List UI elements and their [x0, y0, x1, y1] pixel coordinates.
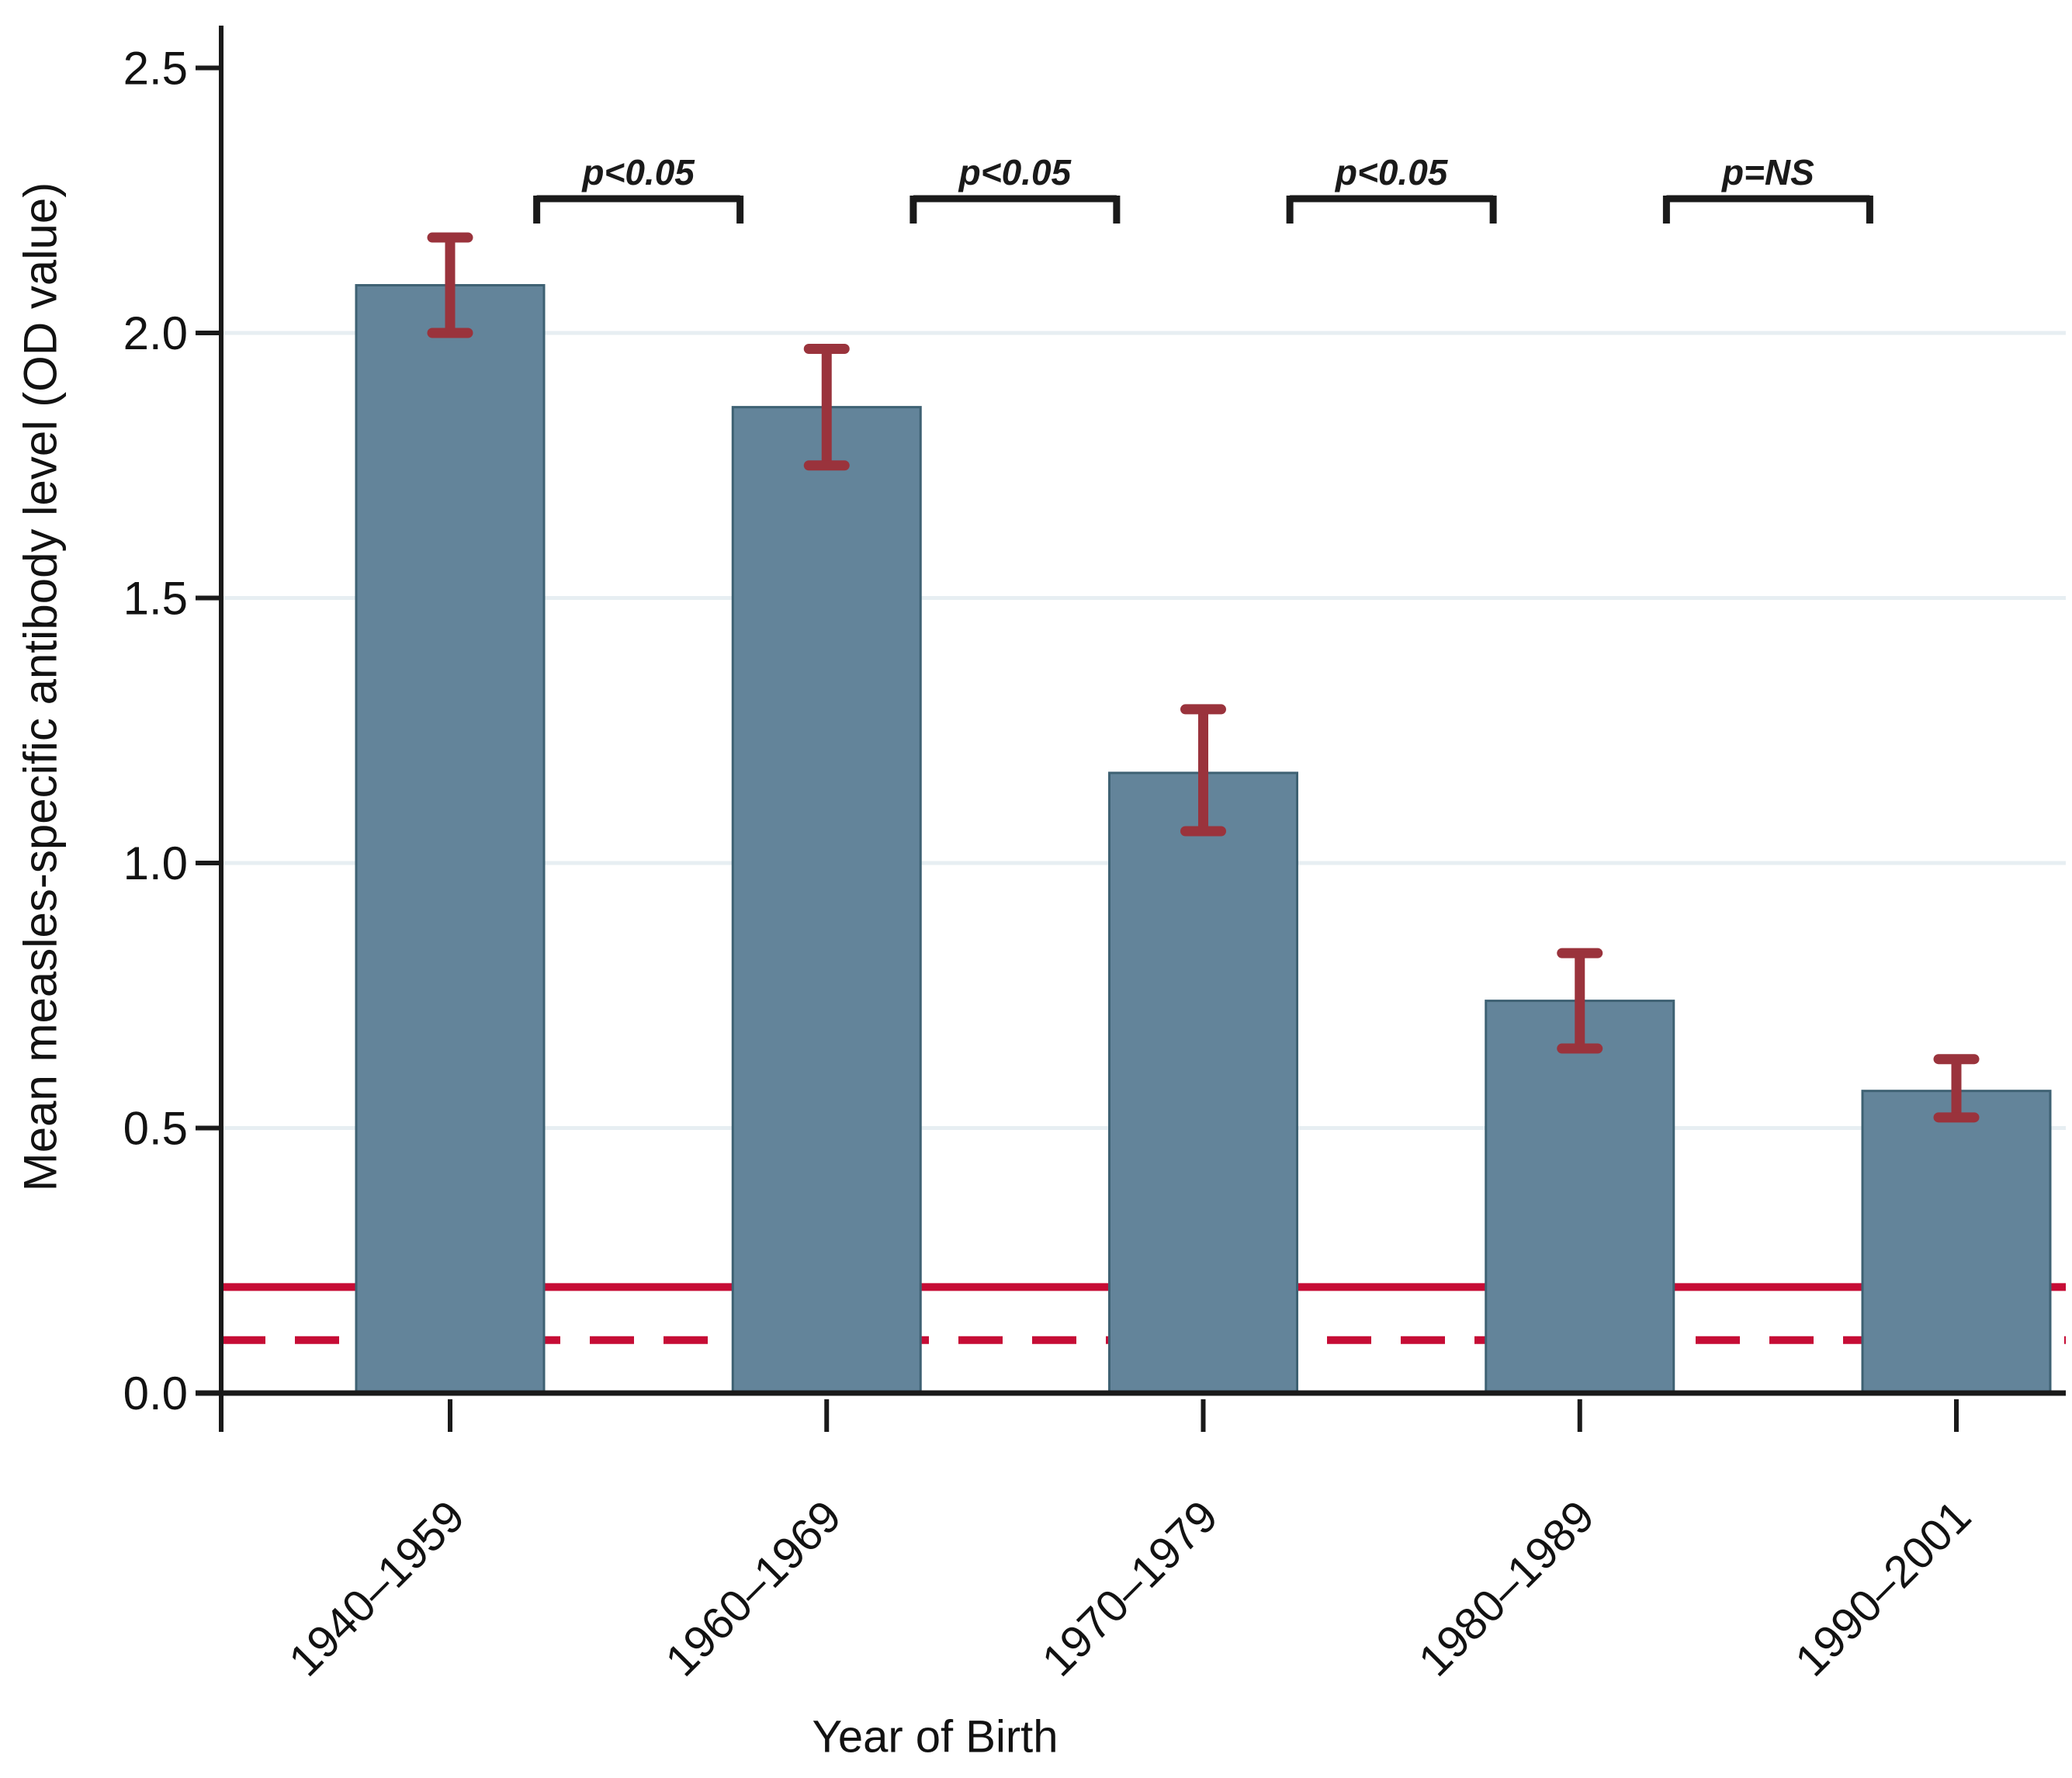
y-tick-label: 2.5 [123, 43, 188, 95]
x-tick-label: 1970–1979 [1032, 1491, 1227, 1686]
significance-label: p<0.05 [1334, 152, 1449, 192]
x-tick-label: 1960–1969 [656, 1491, 851, 1686]
bar [355, 284, 546, 1395]
x-tick-label: 1990–2001 [1786, 1491, 1980, 1686]
y-tick-label: 0.5 [123, 1103, 188, 1155]
y-tick-label: 2.0 [123, 307, 188, 359]
y-tick-label: 0.0 [123, 1367, 188, 1419]
y-tick-label: 1.0 [123, 837, 188, 889]
significance-label: p=NS [1720, 152, 1814, 192]
x-tick-label: 1980–1989 [1409, 1491, 1604, 1686]
y-axis-title: Mean measles-specific antibody level (OD… [14, 182, 67, 1192]
bar [1108, 771, 1298, 1395]
significance-label: p<0.05 [958, 152, 1072, 192]
bar [1485, 1000, 1675, 1395]
significance-label: p<0.05 [580, 152, 695, 192]
bar [1861, 1090, 2052, 1395]
x-axis-title: Year of Birth [812, 1711, 1059, 1762]
y-tick-label: 1.5 [123, 573, 188, 625]
x-tick-label: 1940–1959 [279, 1491, 474, 1686]
bar [731, 406, 922, 1395]
